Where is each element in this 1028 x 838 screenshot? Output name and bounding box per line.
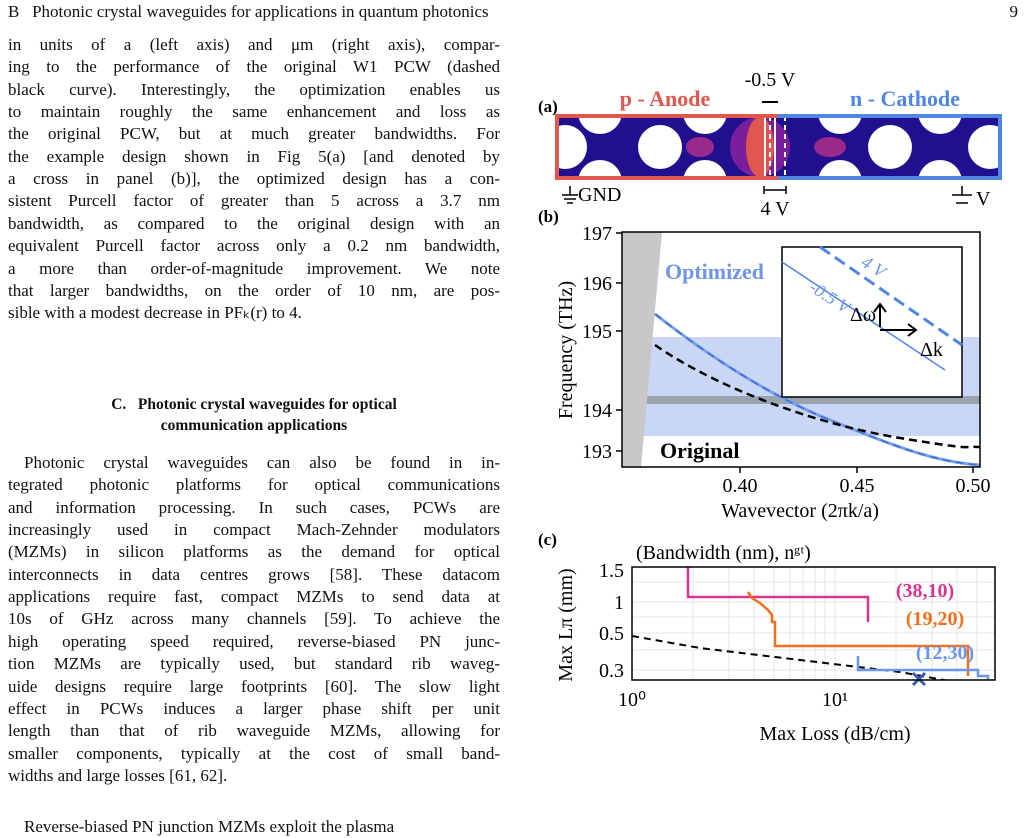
- x-axis-label: Max Loss (dB/cm): [759, 723, 910, 745]
- x-tick-label: 0.40: [723, 475, 758, 497]
- text-line: length than that of rib waveguide MZMs, …: [8, 721, 500, 741]
- text-line: the original PCW, but at much greater ba…: [8, 124, 500, 144]
- page-number: 9: [1009, 2, 1019, 21]
- section-heading: communication applications: [160, 417, 348, 434]
- annotation: (12,30): [916, 642, 974, 664]
- text-line: the example design shown in Fig 5(a) [an…: [8, 146, 500, 166]
- cathode-label: n - Cathode: [850, 86, 960, 111]
- x-tick-label: 10¹: [822, 689, 848, 711]
- header-section: B Photonic crystal waveguides for applic…: [8, 2, 489, 21]
- y-tick-label: 0.3: [599, 660, 624, 682]
- section-heading: C. Photonic crystal waveguides for optic…: [111, 396, 397, 413]
- text-line: a cross in panel (b)], the optimized des…: [8, 169, 500, 189]
- series-label: Original: [660, 438, 739, 463]
- supply-label: V: [976, 188, 991, 210]
- ground-label: GND: [578, 184, 621, 206]
- panel-label: (b): [538, 207, 559, 226]
- text-line: equivalent Purcell factor across only a …: [8, 236, 500, 256]
- x-tick-label: 0.45: [840, 475, 875, 497]
- text-line: effect in PCWs induces a larger phase sh…: [8, 698, 500, 718]
- text-line: widths and large losses [61, 62].: [8, 765, 228, 785]
- text-line: tegrated photonic platforms for optical …: [8, 475, 500, 495]
- waveguide: [557, 116, 1000, 178]
- y-tick-label: 0.5: [599, 623, 624, 645]
- gate-label: 4 V: [760, 198, 790, 220]
- text-line: sistent Purcell factor of greater than 5…: [8, 191, 500, 211]
- bias-label: -0.5 V: [745, 69, 796, 91]
- text-line: bandwidth, as compared to the original d…: [8, 213, 500, 233]
- y-tick-label: 194: [582, 400, 612, 422]
- text-line: high operating speed required, reverse-b…: [8, 631, 500, 651]
- y-tick-label: 1: [614, 592, 624, 614]
- annotation: (19,20): [906, 608, 964, 630]
- text-line: in units of a (left axis) and μm (right …: [8, 35, 500, 54]
- text-line: and information processing. In such case…: [8, 497, 500, 517]
- text-line: a more than order-of-magnitude improveme…: [8, 258, 500, 278]
- y-tick-label: 195: [582, 321, 612, 343]
- text-line: that larger bandwidths, on the order of …: [8, 280, 500, 300]
- text-line: interconnects in data centres grows [58]…: [8, 564, 500, 584]
- x-axis-label: Wavevector (2πk/a): [721, 500, 879, 522]
- text-line: 10s of GHz across many channels [59]. To…: [8, 609, 500, 629]
- y-tick-label: 193: [582, 441, 612, 463]
- text-line: uide designs require large footprints [6…: [8, 676, 500, 696]
- text-line: to maintain roughly the same enhancement…: [8, 102, 500, 122]
- text-line: ing to the performance of the original W…: [8, 57, 500, 77]
- inset-label: Δk: [920, 339, 943, 361]
- series-label: Optimized: [665, 259, 764, 284]
- panel-label: (c): [538, 530, 557, 549]
- y-tick-label: 197: [582, 223, 612, 245]
- anode-label: p - Anode: [620, 86, 711, 111]
- text-line: (MZMs) in silicon platforms as the deman…: [8, 542, 500, 562]
- x-tick-label: 0.50: [956, 475, 991, 497]
- text-line: increasingly used in compact Mach-Zehnde…: [8, 520, 500, 540]
- x-tick-label: 10⁰: [618, 689, 646, 711]
- inset-label: Δω: [850, 304, 876, 326]
- annotation: (38,10): [896, 580, 954, 602]
- text-line: Photonic crystal waveguides can also be …: [24, 453, 500, 472]
- y-tick-label: 196: [582, 273, 612, 295]
- panel-label: (a): [538, 97, 558, 116]
- panel-title: (Bandwidth (nm), nᵍᵗ): [636, 542, 811, 564]
- y-axis-label: Frequency (THz): [555, 281, 577, 419]
- text-line: smaller components, typically at the cos…: [8, 743, 500, 763]
- text-line: tion MZMs are typically used, but standa…: [8, 654, 500, 674]
- text-line: black curve). Interestingly, the optimiz…: [8, 79, 500, 99]
- text-line: applications require fast, compact MZMs …: [8, 587, 500, 607]
- y-tick-label: 1.5: [599, 560, 624, 582]
- text-line: sible with a modest decrease in PFₖ(r) t…: [8, 303, 302, 323]
- y-axis-label: Max Lπ (mm): [555, 568, 577, 681]
